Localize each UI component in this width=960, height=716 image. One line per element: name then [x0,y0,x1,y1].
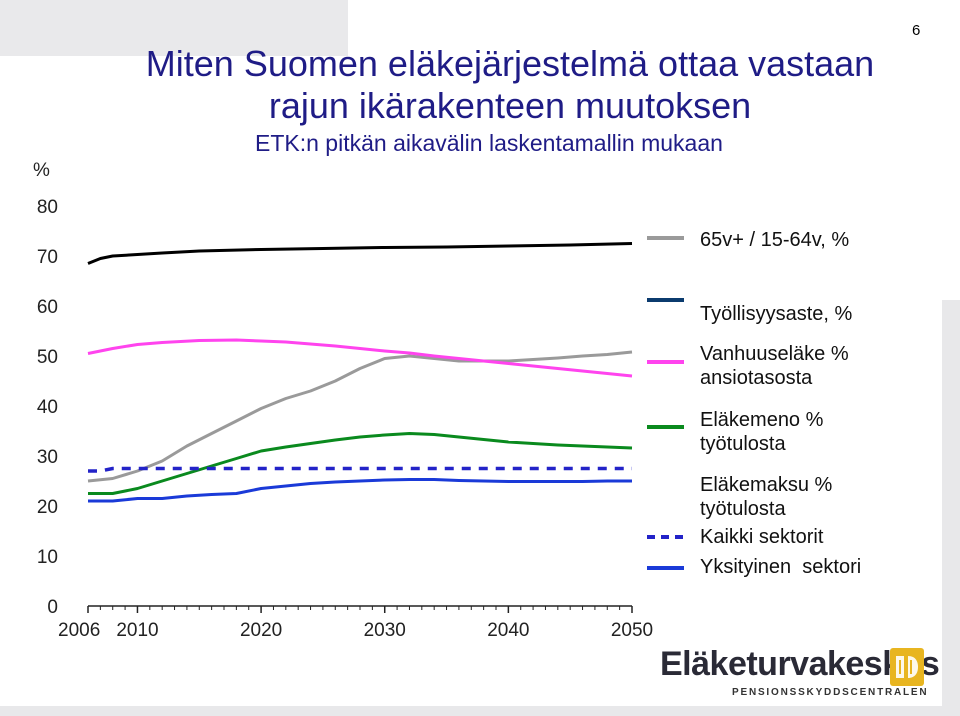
legend-item-label: työtulosta [700,498,786,520]
legend-item-label: Työllisyysaste, % [700,303,853,325]
chart-series-lines [87,242,633,503]
x-tick-label: 2040 [487,620,529,641]
y-tick-label: 70 [37,247,58,268]
legend-item-label: 65v+ / 15-64v, % [700,229,850,251]
right-decoration-stripe [942,300,960,716]
series-line-6 [88,478,632,503]
series-line-3 [88,432,633,495]
y-tick-label: 50 [37,347,58,368]
y-tick-label: 30 [37,447,58,468]
series-line-5 [88,466,632,473]
legend-item-5: Kaikki sektorit [700,525,823,549]
chart-axes: 2006 2010 2020 2030 2040 20500102030405060708… [37,197,653,641]
series-line-1 [87,242,633,265]
y-tick-label: 40 [37,397,58,418]
page-number: 6 [912,22,921,39]
chart-subtitle: ETK:n pitkän aikavälin laskentamallin mu… [255,130,723,156]
legend-item-label: Vanhuuseläke % [700,343,849,365]
etk-logo-icon [890,648,924,686]
x-tick-label: 2010 [116,620,158,641]
legend-item-label: Kaikki sektorit [700,526,824,548]
legend-item-1: Työllisyysaste, % [700,302,852,326]
y-tick-label: 10 [37,547,58,568]
x-tick-label: 2006 [58,620,100,641]
series-line-2 [87,338,633,378]
legend-item-0: 65v+ / 15-64v, % [700,228,849,252]
x-tick-label: 2020 [240,620,282,641]
chart-title-line-1: Miten Suomen eläkejärjestelmä ottaa vast… [145,43,875,84]
y-tick-label: 80 [37,197,58,218]
y-axis-unit-label: % [33,160,50,181]
x-tick-label: 2030 [364,620,406,641]
legend-item-label: ansiotasosta [700,367,813,389]
legend-item-6: Yksityinen sektori [700,555,861,579]
legend-item-3: Eläkemeno % työtulosta [700,408,823,456]
y-tick-label: 60 [37,297,58,318]
legend-item-label: työtulosta [700,433,786,455]
legend-item-label: Yksityinen sektori [700,556,862,578]
x-tick-label: 2050 [611,620,653,641]
chart-title-line-2: rajun ikärakenteen muutoksen [268,85,752,126]
etk-logo: Eläketurvakeskus PENSIONSSKYDDSCENTRALEN [660,645,940,700]
legend-item-label: Eläkemaksu % [700,474,833,496]
y-tick-label: 0 [47,597,58,618]
legend-swatches [647,236,684,570]
legend-item-label: Eläkemeno % [700,409,824,431]
bottom-decoration-stripe [0,706,960,716]
series-line-0 [87,350,633,483]
corner-decoration [0,0,348,56]
legend-item-2: Vanhuuseläke % ansiotasosta [700,342,849,390]
legend-item-4: Eläkemaksu % työtulosta [700,473,832,521]
y-tick-label: 20 [37,497,58,518]
logo-subtitle: PENSIONSSKYDDSCENTRALEN [732,687,929,698]
